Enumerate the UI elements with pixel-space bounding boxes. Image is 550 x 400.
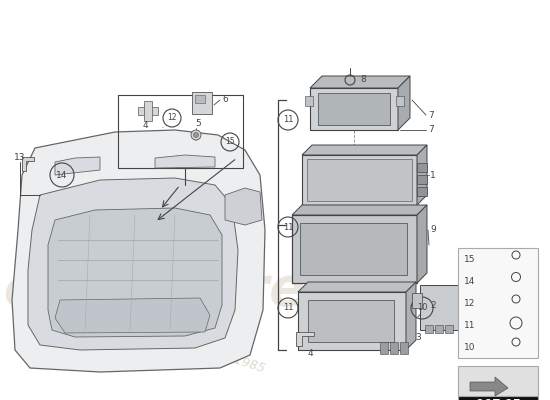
Bar	[307, 159, 412, 201]
Bar	[420, 285, 472, 330]
Polygon shape	[406, 282, 416, 350]
Text: 10: 10	[464, 342, 476, 352]
Bar	[435, 325, 443, 333]
Text: 4: 4	[142, 122, 148, 130]
Text: 11: 11	[283, 116, 293, 124]
Circle shape	[194, 132, 199, 138]
Text: 8: 8	[360, 76, 366, 84]
Polygon shape	[417, 145, 427, 205]
Bar	[380, 342, 388, 354]
Bar	[458, 366, 538, 396]
Bar	[292, 215, 417, 283]
Text: 15: 15	[464, 254, 476, 264]
Text: 2: 2	[430, 300, 436, 310]
Bar	[195, 95, 205, 103]
Text: 1: 1	[430, 170, 436, 180]
Bar	[396, 96, 404, 106]
Polygon shape	[55, 157, 100, 175]
Polygon shape	[48, 208, 222, 337]
Bar	[138, 107, 158, 115]
Text: a passion for parts since 1985: a passion for parts since 1985	[83, 305, 267, 375]
Polygon shape	[298, 282, 416, 292]
Bar	[417, 163, 427, 172]
Text: 13: 13	[14, 152, 25, 162]
Polygon shape	[302, 145, 427, 155]
Polygon shape	[292, 205, 427, 215]
Bar	[144, 101, 152, 121]
Polygon shape	[470, 377, 508, 396]
Bar	[302, 155, 417, 205]
Text: 907 05: 907 05	[476, 398, 520, 400]
Text: 4: 4	[307, 348, 313, 358]
Text: 9: 9	[430, 226, 436, 234]
Text: 14: 14	[464, 276, 475, 286]
Bar	[305, 96, 313, 106]
Polygon shape	[398, 76, 410, 130]
Bar	[458, 396, 538, 400]
Text: 11: 11	[283, 304, 293, 312]
Text: 10: 10	[417, 304, 427, 312]
Text: 12: 12	[162, 126, 164, 128]
Polygon shape	[28, 178, 238, 350]
Polygon shape	[22, 157, 34, 171]
Polygon shape	[310, 76, 410, 88]
Bar	[417, 175, 427, 184]
Bar	[425, 325, 433, 333]
Polygon shape	[225, 188, 262, 225]
Text: eurospares: eurospares	[3, 264, 337, 316]
Bar	[458, 248, 538, 358]
Bar	[192, 92, 212, 114]
Text: 7: 7	[428, 126, 434, 134]
Bar	[300, 223, 407, 275]
Bar	[390, 342, 398, 354]
Text: 12: 12	[167, 114, 177, 122]
Text: 3: 3	[415, 334, 421, 342]
Bar	[417, 187, 427, 196]
Text: 15: 15	[225, 138, 235, 146]
Text: 5: 5	[195, 120, 201, 128]
Text: 6: 6	[222, 96, 228, 104]
Text: 7: 7	[428, 110, 434, 120]
Circle shape	[191, 130, 201, 140]
Bar	[308, 300, 394, 342]
Bar	[310, 88, 398, 130]
Text: 11: 11	[464, 320, 476, 330]
Bar	[445, 325, 453, 333]
Polygon shape	[155, 155, 215, 168]
Text: 11: 11	[283, 222, 293, 232]
Text: 12: 12	[464, 298, 475, 308]
Bar	[412, 293, 422, 308]
Text: 14: 14	[56, 170, 68, 180]
Polygon shape	[55, 298, 210, 333]
Bar	[400, 342, 408, 354]
Polygon shape	[12, 130, 265, 372]
Bar	[318, 93, 390, 125]
Polygon shape	[417, 205, 427, 283]
Bar	[298, 292, 406, 350]
Bar	[458, 325, 466, 333]
Polygon shape	[296, 332, 314, 346]
